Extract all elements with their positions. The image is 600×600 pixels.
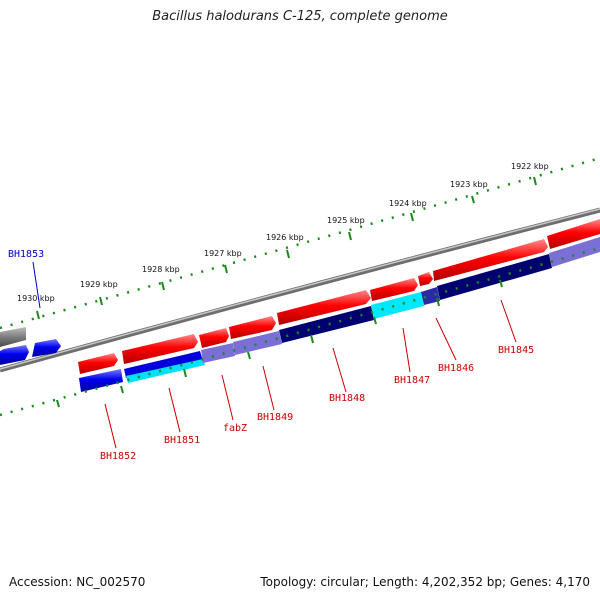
tick-label: 1925 kbp: [327, 216, 365, 225]
cds-block-BH1849[interactable]: [233, 331, 282, 355]
leader-BH1846: [435, 317, 457, 361]
cds-block-BH1846[interactable]: [421, 287, 440, 305]
outer-major-tick: [161, 281, 165, 291]
inner-major-tick: [120, 385, 124, 394]
leader-BH1853: [32, 261, 41, 309]
tick-label: 1922 kbp: [511, 162, 549, 171]
label-leaders: [32, 261, 517, 449]
gene-label-BH1845[interactable]: BH1845: [498, 345, 534, 356]
gene-labels: BH1853 BH1852 BH1851 fabZ BH1849 BH1848 …: [8, 249, 534, 462]
tick-label: 1929 kbp: [80, 280, 118, 289]
accession-text: Accession: NC_002570: [9, 575, 146, 589]
inner-major-tick: [310, 334, 314, 344]
reverse-strand-genes: [0, 327, 61, 365]
gene-arrow-fabZ[interactable]: [199, 328, 229, 348]
gene-arrow-BH1852[interactable]: [78, 353, 118, 374]
cds-track: [79, 237, 600, 392]
inner-major-tick: [183, 368, 187, 378]
tick-label: 1923 kbp: [450, 180, 488, 189]
cds-block-BH1851-cyan[interactable]: [126, 359, 205, 383]
cds-block-BH1847[interactable]: [371, 292, 424, 319]
gene-label-BH1849[interactable]: BH1849: [257, 412, 293, 423]
tick-label: 1930 kbp: [17, 294, 55, 303]
inner-ruler: [0, 246, 600, 417]
ruler-labels: 1922 kbp 1923 kbp 1924 kbp 1925 kbp 1926…: [17, 162, 549, 303]
gene-label-BH1851[interactable]: BH1851: [164, 435, 200, 446]
gene-arrow-BH1846[interactable]: [418, 272, 433, 286]
leader-BH1845: [500, 299, 517, 343]
leader-BH1851: [168, 387, 181, 433]
cds-block-next[interactable]: [549, 237, 600, 267]
cds-block-fabZ[interactable]: [201, 343, 235, 363]
outer-ruler: [0, 156, 600, 330]
genome-summary-text: Topology: circular; Length: 4,202,352 bp…: [260, 575, 590, 589]
outer-major-tick: [36, 310, 40, 320]
leader-fabZ: [221, 374, 234, 421]
gene-label-BH1853[interactable]: BH1853: [8, 249, 44, 260]
outer-major-tick: [410, 212, 414, 222]
gene-label-BH1846[interactable]: BH1846: [438, 363, 474, 374]
cds-block-BH1851-dark[interactable]: [124, 351, 203, 378]
map-title: Bacillus halodurans C-125, complete geno…: [152, 9, 448, 24]
tick-label: 1924 kbp: [389, 199, 427, 208]
gene-arrow-BH1851[interactable]: [122, 334, 198, 364]
gene-label-fabZ[interactable]: fabZ: [223, 423, 247, 434]
leader-BH1849: [262, 365, 275, 411]
gene-arrow-gray[interactable]: [0, 327, 26, 347]
inner-major-tick: [373, 316, 377, 325]
inner-major-tick: [436, 297, 440, 307]
leader-BH1847: [402, 327, 411, 373]
gene-arrow-BH1845[interactable]: [433, 239, 548, 281]
gene-arrow-next[interactable]: [547, 219, 600, 249]
forward-strand-genes: [78, 219, 600, 374]
outer-major-tick: [224, 264, 228, 274]
leader-BH1852: [104, 403, 117, 449]
cds-block-BH1848[interactable]: [279, 306, 374, 343]
gene-arrow-BH1849[interactable]: [229, 316, 276, 339]
gene-label-BH1852[interactable]: BH1852: [100, 451, 136, 462]
outer-major-tick: [348, 231, 352, 241]
inner-major-tick: [56, 399, 60, 408]
cds-block-BH1852[interactable]: [79, 369, 123, 392]
gene-label-BH1847[interactable]: BH1847: [394, 375, 430, 386]
gene-arrow-BH1848[interactable]: [277, 290, 371, 325]
gene-label-BH1848[interactable]: BH1848: [329, 393, 365, 404]
gene-arrow-blue[interactable]: [32, 339, 61, 357]
gene-arrow-BH1847[interactable]: [370, 278, 418, 301]
outer-ruler-dots: [0, 156, 600, 330]
outer-major-tick: [471, 195, 475, 204]
cds-block-BH1845[interactable]: [437, 254, 552, 300]
tick-label: 1927 kbp: [204, 249, 242, 258]
inner-major-tick: [247, 351, 251, 360]
genome-backbone-highlight: [0, 208, 600, 370]
leader-BH1848: [332, 347, 347, 393]
gene-arrow-BH1853[interactable]: [0, 345, 29, 365]
tick-label: 1928 kbp: [142, 265, 180, 274]
outer-major-tick: [533, 176, 537, 186]
outer-major-tick: [99, 296, 103, 306]
genome-backbone: [0, 207, 600, 373]
inner-major-tick: [499, 279, 503, 288]
outer-major-tick: [286, 249, 290, 259]
tick-label: 1926 kbp: [266, 233, 304, 242]
